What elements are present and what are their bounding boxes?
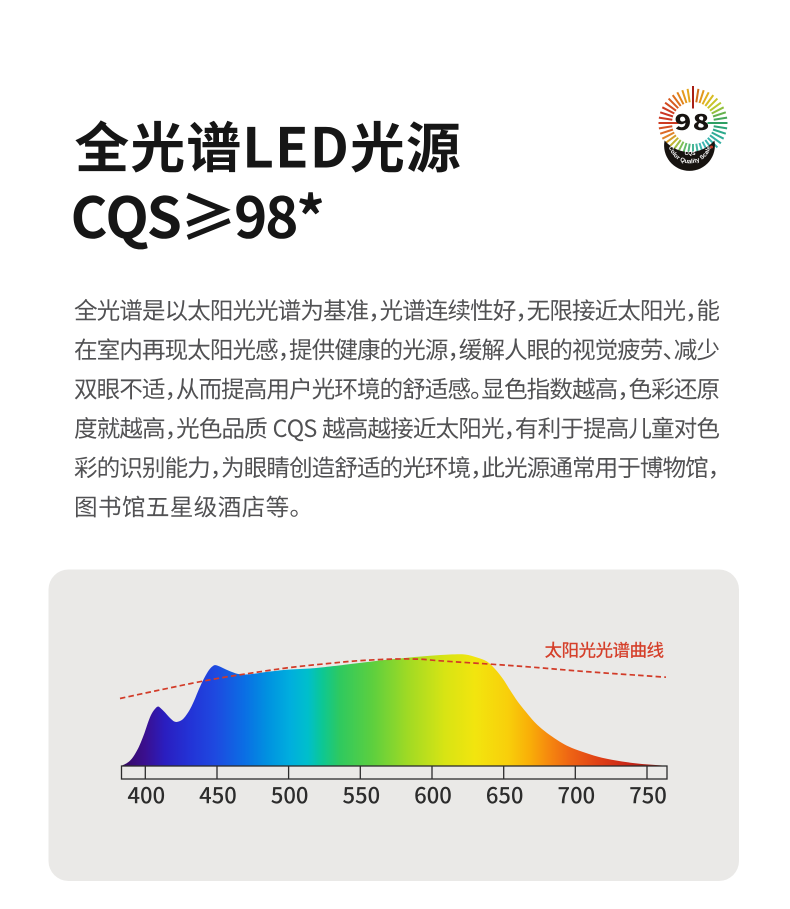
svg-text:CQS: CQS [685, 151, 697, 157]
